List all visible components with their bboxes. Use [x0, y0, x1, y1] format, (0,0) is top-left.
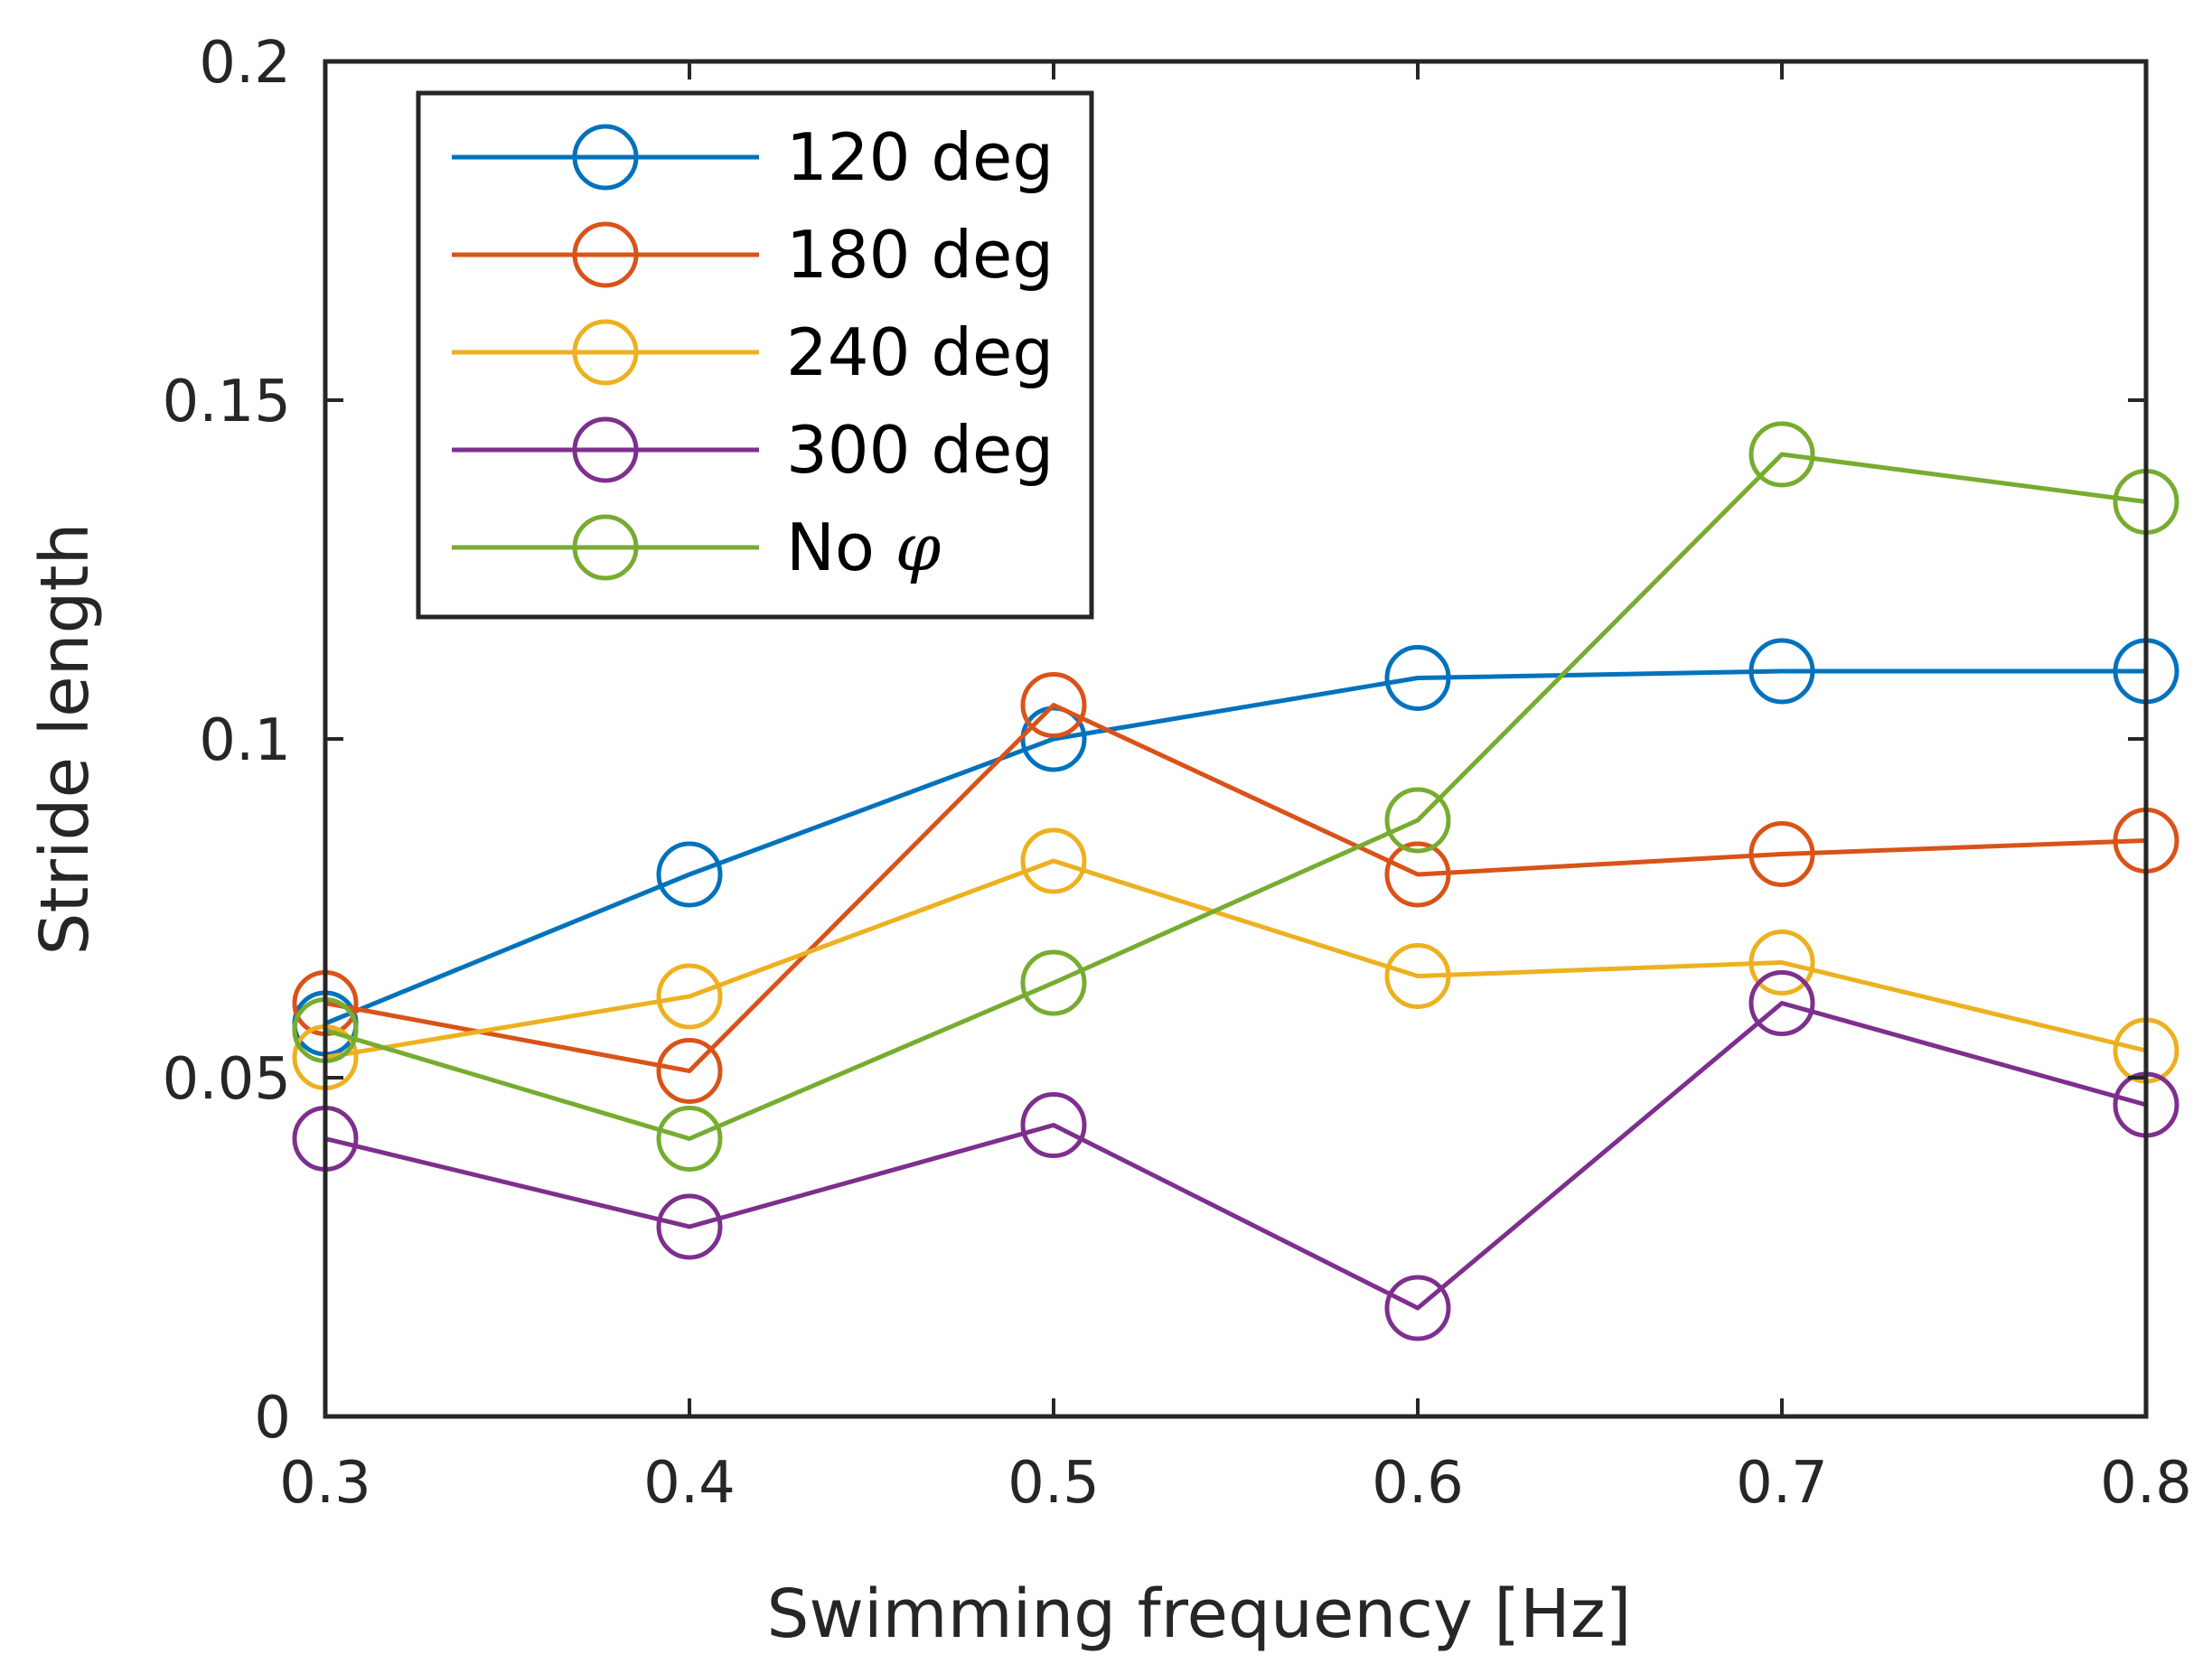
- x-tick-label: 0.3: [279, 1450, 371, 1517]
- x-tick-label: 0.7: [1736, 1450, 1828, 1517]
- legend-label: 300 deg: [786, 412, 1054, 488]
- x-axis-label: Swimming frequency [Hz]: [766, 1575, 1631, 1653]
- legend-marker: [572, 514, 639, 581]
- data-point: [1384, 1275, 1451, 1341]
- x-tick-label: 0.8: [2100, 1450, 2192, 1517]
- legend-marker: [572, 124, 639, 191]
- y-axis-label: Stride length: [26, 523, 104, 956]
- legend-marker: [572, 319, 639, 386]
- legend-label-symbol: φ: [875, 509, 942, 585]
- y-tick-label: 0: [254, 1385, 291, 1452]
- legend-entry: 300 deg: [452, 412, 1054, 488]
- legend-label: 180 deg: [786, 217, 1054, 293]
- legend-entry: No φ: [452, 509, 942, 585]
- data-point: [1384, 841, 1451, 908]
- legend-label: 120 deg: [786, 119, 1054, 195]
- series-line: [324, 703, 2147, 1073]
- data-point: [1020, 672, 1087, 738]
- legend-entry: 240 deg: [452, 314, 1054, 390]
- data-point: [656, 1193, 723, 1260]
- data-point: [1020, 949, 1087, 1016]
- data-point: [656, 841, 723, 908]
- data-point: [1384, 645, 1451, 711]
- y-tick-label: 0.2: [199, 30, 291, 97]
- data-point: [1020, 1092, 1087, 1158]
- x-tick-label: 0.4: [643, 1450, 736, 1517]
- legend-box: [416, 90, 1094, 620]
- data-point: [656, 1106, 723, 1172]
- legend-label: 240 deg: [786, 314, 1054, 390]
- data-point: [1748, 421, 1815, 488]
- data-point: [656, 963, 723, 1030]
- axes-layer: 0.3 0.4 0.5 0.6 0.7 0.8 0 0.05 0.1 0.15 0.2: [163, 30, 2192, 1517]
- x-tick-label: 0.6: [1372, 1450, 1464, 1517]
- legend-entry: 120 deg: [452, 119, 1054, 195]
- legend: 120 deg 180 deg 240 deg 300 deg No φ: [416, 90, 1094, 620]
- data-point: [1748, 930, 1815, 995]
- data-point: [1748, 638, 1815, 705]
- y-tick-label: 0.1: [199, 707, 291, 774]
- legend-entry: 180 deg: [452, 217, 1054, 293]
- legend-label: No φ: [786, 509, 942, 585]
- data-point: [1020, 827, 1087, 894]
- data-point: [656, 1038, 723, 1104]
- y-tick-label: 0.05: [163, 1046, 292, 1113]
- series-line: [324, 452, 2147, 1141]
- series-line: [324, 1001, 2147, 1311]
- legend-marker: [572, 221, 639, 288]
- legend-marker: [572, 416, 639, 483]
- data-point: [1384, 787, 1451, 854]
- data-point: [1384, 943, 1451, 1009]
- y-tick-label: 0.15: [163, 369, 292, 435]
- data-point: [1748, 970, 1815, 1036]
- series-line: [324, 858, 2147, 1060]
- data-point: [1748, 821, 1815, 887]
- series-line: [324, 668, 2146, 1026]
- x-tick-label: 0.5: [1008, 1450, 1100, 1517]
